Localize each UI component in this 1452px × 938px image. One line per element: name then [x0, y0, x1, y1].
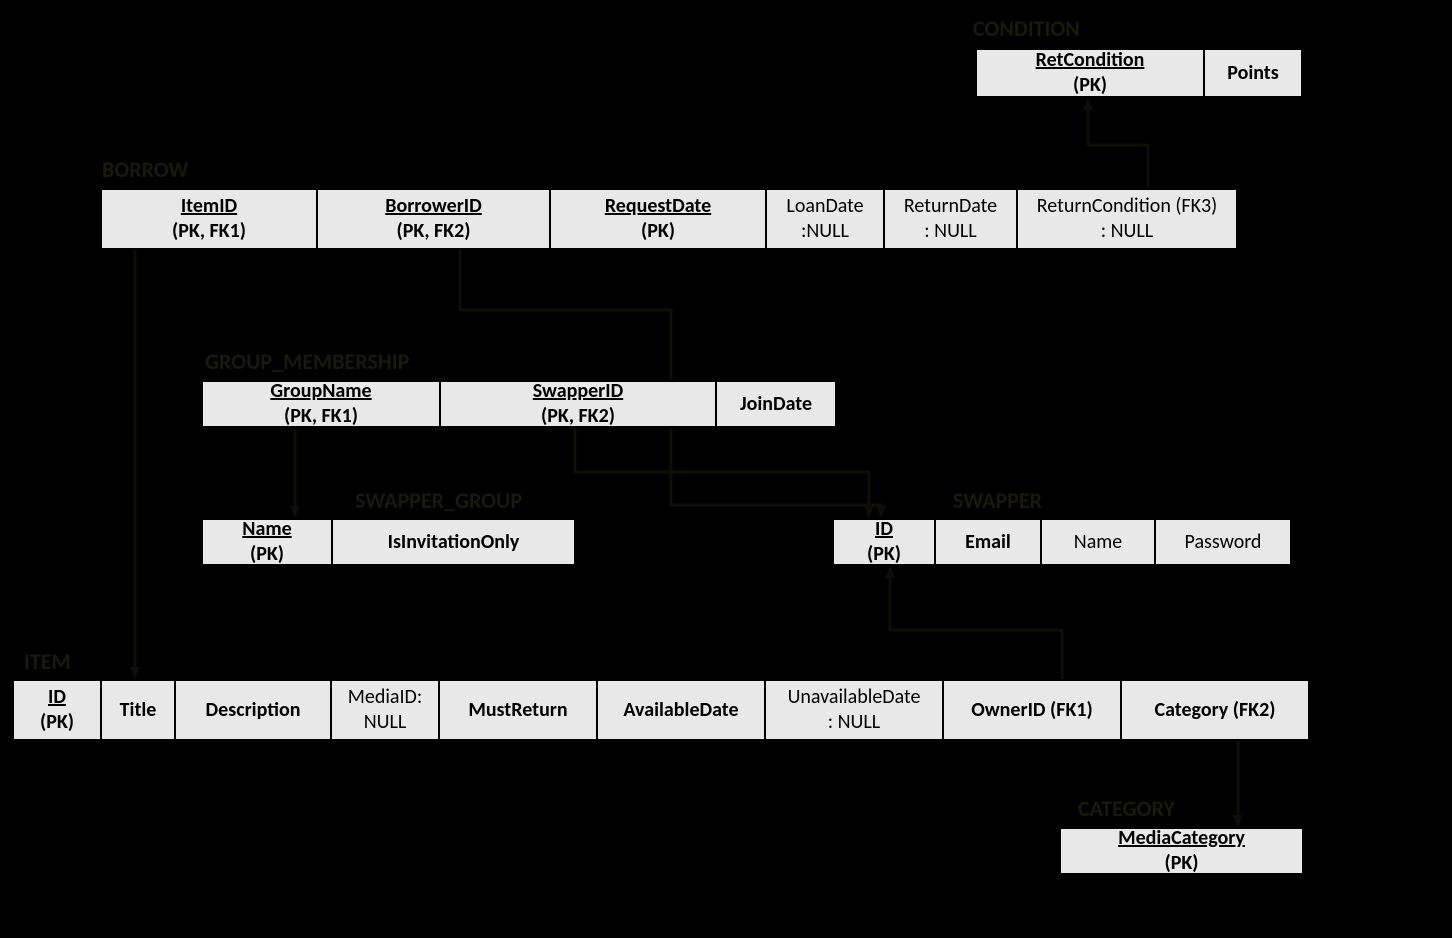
- swapper_group-col-0: Name (PK): [201, 518, 333, 566]
- item-row: ID (PK)TitleDescriptionMediaID:NULLMustR…: [12, 679, 1310, 741]
- condition-col-1: Points: [1203, 48, 1303, 98]
- condition-row: RetCondition (PK)Points: [975, 48, 1303, 98]
- borrow-col-2: RequestDate (PK): [549, 188, 767, 250]
- item-col-8: Category (FK2): [1120, 679, 1310, 741]
- borrow-label: BORROW: [102, 156, 188, 183]
- arrow-0: [1088, 100, 1148, 188]
- item-label: ITEM: [24, 648, 71, 675]
- category-col-0: MediaCategory (PK): [1059, 827, 1304, 875]
- swapper-col-0: ID (PK): [832, 518, 936, 566]
- swapper_group-row: Name (PK)IsInvitationOnly: [201, 518, 576, 566]
- item-col-0: ID (PK): [12, 679, 102, 741]
- borrow-col-4: ReturnDate: NULL: [883, 188, 1018, 250]
- condition-col-0: RetCondition (PK): [975, 48, 1205, 98]
- borrow-col-0: ItemID (PK, FK1): [100, 188, 318, 250]
- swapper-col-2: Name: [1040, 518, 1156, 566]
- category-label: CATEGORY: [1078, 795, 1175, 822]
- condition-label: CONDITION: [973, 15, 1080, 42]
- swapper_group-col-1: IsInvitationOnly: [331, 518, 576, 566]
- item-col-6: UnavailableDate: NULL: [764, 679, 944, 741]
- item-col-5: AvailableDate: [596, 679, 766, 741]
- borrow-col-1: BorrowerID (PK, FK2): [316, 188, 551, 250]
- item-col-1: Title: [100, 679, 176, 741]
- swapper-row: ID (PK)EmailNamePassword: [832, 518, 1292, 566]
- item-col-4: MustReturn: [438, 679, 598, 741]
- swapper_group-label: SWAPPER_GROUP: [355, 487, 522, 514]
- swapper-label: SWAPPER: [953, 487, 1042, 514]
- group_membership-col-0: GroupName (PK, FK1): [201, 380, 441, 428]
- arrow-5: [890, 568, 1062, 679]
- borrow-col-3: LoanDate:NULL: [765, 188, 885, 250]
- borrow-row: ItemID (PK, FK1)BorrowerID (PK, FK2)Requ…: [100, 188, 1238, 250]
- relationship-arrows: [0, 0, 1452, 938]
- arrow-4: [575, 428, 869, 516]
- swapper-col-1: Email: [934, 518, 1042, 566]
- group_membership-col-2: JoinDate: [715, 380, 837, 428]
- item-col-2: Description: [174, 679, 332, 741]
- swapper-col-3: Password: [1154, 518, 1292, 566]
- group_membership-label: GROUP_MEMBERSHIP: [205, 348, 409, 375]
- item-col-3: MediaID:NULL: [330, 679, 440, 741]
- item-col-7: OwnerID (FK1): [942, 679, 1122, 741]
- group_membership-col-1: SwapperID (PK, FK2): [439, 380, 717, 428]
- group_membership-row: GroupName (PK, FK1)SwapperID (PK, FK2)Jo…: [201, 380, 837, 428]
- category-row: MediaCategory (PK): [1059, 827, 1304, 875]
- borrow-col-5: ReturnCondition (FK3): NULL: [1016, 188, 1238, 250]
